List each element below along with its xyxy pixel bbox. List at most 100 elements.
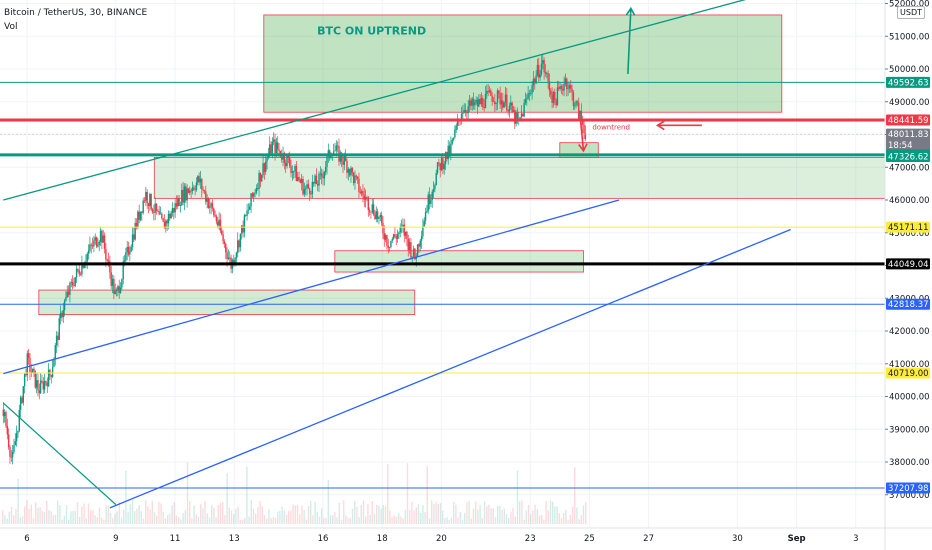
volume-bar [303, 510, 305, 524]
price-tag[interactable]: 37207.98 [886, 482, 930, 494]
volume-bar [171, 505, 173, 524]
price-tag[interactable]: 42818.37 [886, 298, 930, 311]
candle-body [412, 248, 415, 257]
candle-body [552, 92, 555, 103]
candle-body [571, 88, 573, 93]
candle-body [510, 102, 512, 106]
price-tag[interactable]: 40719.00 [886, 367, 930, 379]
volume-bar [244, 518, 246, 524]
candle-body [484, 94, 487, 109]
arrow-drawing[interactable] [578, 120, 588, 153]
candle-body [311, 181, 314, 195]
candle-body [214, 215, 216, 217]
trendline[interactable] [3, 199, 620, 375]
candle-body [418, 244, 420, 247]
candle-body [218, 219, 220, 226]
volume-bar [213, 507, 215, 524]
candle-body [7, 434, 10, 447]
candle-body [283, 153, 286, 164]
price-tick-label: 50000.00 [889, 65, 930, 75]
time-axis[interactable]: 6 9 11 13 16 18 20 23 25 27 30 Sep 3 [24, 534, 858, 544]
candle-body [239, 233, 242, 248]
candle-body [99, 230, 102, 242]
volume-bar [382, 504, 384, 524]
candle-body [383, 233, 385, 240]
price-zone[interactable] [334, 250, 584, 273]
candle-body [364, 197, 367, 200]
candle-body [26, 353, 28, 376]
volume-bar [48, 510, 50, 524]
volume-bar [521, 500, 523, 524]
candle-body [197, 176, 199, 183]
candle-body [359, 191, 361, 193]
volume-bar [325, 518, 327, 524]
candle-body [27, 353, 30, 358]
volume-bar [483, 501, 486, 524]
candle-body [316, 183, 319, 186]
candle-body [86, 253, 88, 262]
volume-bar [444, 518, 446, 524]
trendline[interactable] [2, 402, 117, 506]
candle-body [2, 409, 5, 417]
volume-bar [380, 508, 382, 524]
candle-body [575, 101, 577, 106]
candle-body [118, 286, 120, 293]
price-tag[interactable]: 45171.11 [886, 221, 930, 234]
candle-body [422, 226, 424, 237]
volume-bar [290, 510, 292, 524]
currency-unit-badge[interactable]: USDT [897, 6, 925, 19]
price-tag[interactable]: 48441.59 [886, 114, 930, 127]
candle-body [335, 145, 338, 151]
arrow-drawing[interactable] [625, 6, 636, 74]
candle-body [511, 102, 513, 112]
volume-bar [167, 514, 169, 524]
candle-body [61, 312, 63, 318]
candle-body [37, 380, 39, 391]
annotation-downtrend[interactable]: downtrend [592, 123, 630, 131]
volume-bar [184, 510, 186, 524]
candle-body [167, 213, 170, 224]
candle-body [282, 153, 284, 160]
volume-bar [268, 509, 270, 524]
trendline[interactable] [3, 0, 767, 201]
volume-bar [558, 513, 560, 524]
volume-bar [499, 506, 501, 524]
volume-bar [310, 500, 312, 524]
price-axis[interactable]: 52000.0051000.0050000.0049000.0048000.00… [885, 0, 930, 501]
price-tag[interactable]: 49592.63 [886, 76, 930, 89]
candle-body [582, 120, 584, 125]
price-tag[interactable]: 44049.04 [886, 258, 930, 270]
candle-body [326, 156, 328, 167]
volume-bar [215, 517, 217, 524]
candle-body [319, 173, 322, 175]
annotation-btc-uptrend[interactable]: BTC ON UPTREND [317, 25, 426, 38]
price-zone[interactable] [153, 157, 885, 199]
candle-body [554, 92, 556, 100]
candle-body [352, 172, 355, 184]
candle-body [19, 397, 22, 410]
price-zone[interactable] [263, 14, 783, 113]
volume-bar [580, 514, 582, 524]
arrow-drawing[interactable] [655, 120, 702, 131]
price-tag[interactable]: 47326.62 [886, 151, 930, 163]
volume-bar [127, 511, 129, 524]
symbol-title[interactable]: Bitcoin / TetherUS, 30, BINANCE [4, 8, 148, 18]
volume-bar [259, 501, 261, 524]
candle-body [53, 358, 55, 368]
candle-body [71, 282, 74, 286]
volume-bar [556, 506, 558, 524]
volume-indicator-label[interactable]: Vol [4, 22, 18, 32]
volume-bar [248, 516, 250, 524]
candle-body [310, 193, 312, 195]
volume-bar [28, 509, 30, 524]
volume-bar [424, 512, 426, 524]
price-tick-label: 47000.00 [889, 163, 930, 173]
volume-bar [486, 506, 488, 524]
candle-body [47, 369, 50, 387]
trendline[interactable] [109, 228, 791, 509]
candle-body [57, 335, 59, 340]
candle-body [447, 145, 449, 160]
volume-bar [72, 510, 74, 524]
